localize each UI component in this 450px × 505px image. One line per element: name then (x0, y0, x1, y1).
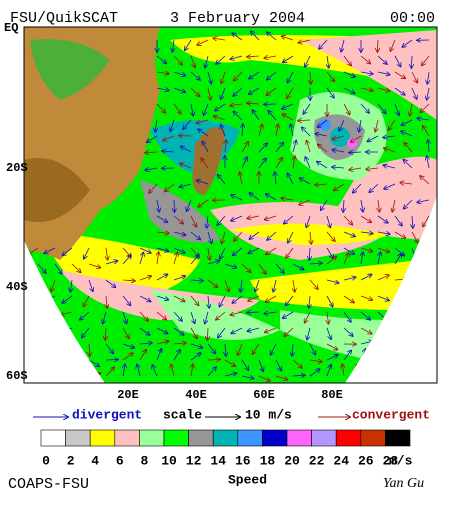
wind-arrow (429, 264, 441, 266)
wind-arrow (411, 312, 412, 324)
wind-arrow (378, 342, 390, 344)
wind-arrow (428, 232, 429, 244)
colorbar-label: 14 (210, 453, 226, 468)
wind-arrow (421, 312, 429, 321)
wind-arrow (26, 312, 38, 314)
colorbar-label: 26 (358, 453, 374, 468)
wind-arrow (89, 373, 101, 376)
colorbar-swatch (41, 430, 66, 446)
colorbar-label: 6 (116, 453, 124, 468)
credit: COAPS-FSU (8, 476, 89, 493)
wind-arrow (395, 296, 404, 304)
wind-arrow (429, 280, 435, 290)
wind-arrow (43, 328, 55, 331)
colorbar-label: 0 (42, 453, 50, 468)
wind-arrow (378, 328, 388, 334)
lon-label: 20E (117, 388, 139, 402)
wind-arrow (412, 357, 424, 360)
wind-arrow (412, 328, 414, 340)
wind-arrow (38, 376, 49, 380)
wind-arrow (425, 296, 429, 307)
time: 00:00 (390, 10, 435, 27)
wind-arrow (28, 296, 38, 302)
wind-arrow (429, 360, 440, 364)
colorbar-swatch (66, 430, 91, 446)
wind-arrow (68, 344, 72, 355)
colorbar-swatch (238, 430, 263, 446)
colorbar-label: 22 (309, 453, 325, 468)
colorbar-label: 10 (161, 453, 177, 468)
colorbar-label: 12 (186, 453, 202, 468)
lat-label: 60S (6, 369, 28, 383)
wind-arrow (395, 344, 407, 346)
lat-label: 20S (6, 161, 28, 175)
colorbar-swatch (262, 430, 287, 446)
colorbar-swatch (287, 430, 312, 446)
wind-arrow (374, 365, 378, 376)
colorbar-label: 18 (260, 453, 276, 468)
wind-arrow (424, 328, 429, 339)
wind-arrow (395, 328, 403, 337)
lat-label: 40S (6, 280, 28, 294)
lon-label: 40E (185, 388, 207, 402)
colorbar-label: 2 (67, 453, 75, 468)
colorbar-swatch (385, 430, 410, 446)
convergent-label: convergent (352, 407, 430, 422)
colorbar-swatch (189, 430, 214, 446)
wind-arrow (55, 376, 66, 381)
wind-arrow (35, 280, 38, 292)
wind-arrow (395, 352, 404, 360)
wind-arrow (61, 328, 72, 333)
colorbar-swatch (312, 430, 337, 446)
date: 3 February 2004 (170, 10, 305, 27)
colorbar-label: 20 (284, 453, 300, 468)
lon-label: 60E (253, 388, 275, 402)
colorbar-label: 8 (140, 453, 148, 468)
wind-arrow (55, 360, 59, 371)
colorbar-swatch (139, 430, 164, 446)
wind-arrow (412, 280, 423, 285)
wind-arrow (429, 344, 432, 356)
wind-arrow (356, 365, 361, 376)
wind-map (24, 27, 441, 383)
wind-arrow (412, 344, 421, 352)
wind-arrow (72, 360, 78, 370)
author: Yan Gu (383, 476, 424, 491)
wind-arrow (426, 248, 429, 260)
colorbar-label: 4 (91, 453, 99, 468)
divergent-label: divergent (72, 407, 142, 422)
colorbar-swatch (90, 430, 115, 446)
lon-label: 80E (321, 388, 343, 402)
wind-arrow (43, 312, 55, 313)
wind-arrow (72, 376, 84, 379)
colorbar-swatch (115, 430, 140, 446)
wind-arrow (412, 258, 423, 264)
colorbar-unit: m/s (389, 453, 413, 468)
colorbar-swatch (336, 430, 361, 446)
wind-arrow (429, 371, 440, 376)
wind-arrow (27, 328, 38, 332)
source: FSU/QuikSCAT (10, 10, 118, 27)
wind-arrow (412, 366, 418, 376)
wind-arrow (38, 360, 43, 371)
colorbar-swatch (164, 430, 189, 446)
colorbar-swatch (213, 430, 238, 446)
lat-label: EQ (4, 21, 18, 35)
colorbar-swatch (361, 430, 386, 446)
wind-arrow (48, 344, 55, 354)
scale-value: 10 m/s (245, 407, 292, 422)
wind-arrow (412, 296, 415, 307)
colorbar-label: 16 (235, 453, 251, 468)
wind-arrow (33, 344, 38, 355)
colorbar-label: 24 (333, 453, 349, 468)
colorbar-title: Speed (228, 472, 267, 487)
wind-arrow (378, 349, 383, 360)
lon-labels: 20E 40E 60E 80E (117, 388, 343, 402)
wind-arrow (395, 312, 400, 323)
scale-label: scale (163, 407, 202, 422)
